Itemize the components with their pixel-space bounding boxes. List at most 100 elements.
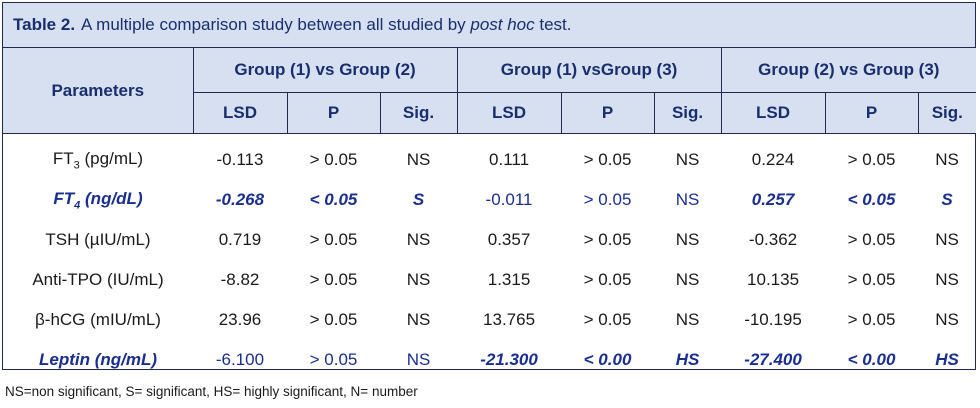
p-cell: > 0.05 [583, 190, 632, 209]
header-parameters: Parameters [3, 48, 194, 134]
p-cell: > 0.05 [309, 270, 358, 289]
header-sig: Sig. [918, 92, 977, 134]
sig-cell: NS [675, 150, 700, 169]
table-caption: Table 2. A multiple comparison study bet… [3, 3, 975, 48]
header-lsd: LSD [457, 92, 562, 134]
parameter-label: TSH (µIU/mL) [45, 230, 151, 249]
lsd-cell: -27.400 [744, 350, 802, 369]
lsd-cell: 1.315 [487, 270, 531, 289]
lsd-cell: 13.765 [483, 310, 536, 329]
header-subcols-row: LSD P Sig. LSD P Sig. LSD P Sig. [3, 92, 977, 134]
parameter-label: Leptin (ng/mL) [38, 350, 158, 369]
p-cell: > 0.05 [847, 270, 896, 289]
parameter-unit: (pg/mL) [79, 148, 144, 168]
sig-cell: NS [406, 150, 431, 169]
header-p: P [825, 92, 919, 134]
lsd-cell: -8.82 [220, 270, 260, 289]
table-row: TSH (µIU/mL) 0.719 > 0.05 NS 0.357 > 0.05 NS -0… [3, 220, 976, 260]
sig-cell: S [941, 190, 953, 209]
lsd-cell: -0.268 [215, 190, 265, 209]
header-group-1-vs-3: Group (1) vsGroup (3) [457, 48, 722, 93]
caption-italic: post hoc [470, 15, 535, 34]
p-cell: < 0.05 [847, 190, 896, 209]
lsd-cell: -6.100 [215, 350, 265, 369]
p-cell: > 0.05 [309, 150, 358, 169]
parameter-name: TSH (µIU/mL) [3, 220, 193, 260]
sig-cell: NS [406, 310, 431, 329]
header-p: P [287, 92, 381, 134]
caption-text-after: test. [534, 15, 572, 34]
p-cell: > 0.05 [583, 270, 632, 289]
p-cell: > 0.05 [309, 230, 358, 249]
header-sig: Sig. [380, 92, 458, 134]
header-group-1-vs-2: Group (1) vs Group (2) [193, 48, 458, 93]
sig-cell: NS [935, 150, 959, 169]
p-cell: > 0.05 [583, 310, 632, 329]
parameter-name: FT4 (ng/dL) [3, 180, 193, 220]
p-cell: > 0.05 [583, 150, 632, 169]
parameter-subscript: 4 [74, 199, 81, 212]
sig-cell: NS [406, 270, 431, 289]
table-row: FT3 (pg/mL) -0.113 > 0.05 NS 0.111 > 0.05 NS 0.… [3, 134, 976, 181]
p-cell: > 0.05 [847, 230, 896, 249]
sig-cell: NS [675, 310, 700, 329]
sig-cell: NS [675, 230, 700, 249]
sig-cell: NS [935, 230, 959, 249]
table-row: Leptin (ng/mL) -6.100 > 0.05 NS -21.300 < 0.0… [3, 340, 976, 380]
sig-cell: NS [406, 230, 431, 249]
lsd-cell: -0.011 [485, 190, 533, 209]
parameter-label: Anti-TPO (IU/mL) [32, 270, 164, 289]
lsd-cell: 0.357 [487, 230, 531, 249]
table-frame: Table 2. A multiple comparison study bet… [2, 2, 977, 370]
header-sig: Sig. [654, 92, 722, 134]
sig-cell: NS [675, 270, 700, 289]
comparison-table: Parameters Group (1) vs Group (2) Group … [3, 48, 977, 381]
table-row: Anti-TPO (IU/mL) -8.82 > 0.05 NS 1.315 > 0.05… [3, 260, 976, 300]
p-cell: > 0.05 [847, 150, 896, 169]
sig-cell: HS [675, 350, 700, 369]
p-cell: < 0.05 [309, 190, 358, 209]
p-cell: > 0.05 [847, 310, 896, 329]
lsd-cell: 0.224 [751, 150, 795, 169]
table-body: FT3 (pg/mL) -0.113 > 0.05 NS 0.111 > 0.05 NS 0.… [3, 134, 976, 381]
caption-text: A multiple comparison study between all … [81, 15, 571, 35]
sig-cell: NS [406, 350, 431, 369]
lsd-cell: -0.362 [748, 230, 798, 249]
lsd-cell: 0.257 [751, 190, 795, 209]
table-footnote: NS=non significant, S= significant, HS= … [5, 384, 418, 399]
lsd-cell: 0.719 [218, 230, 262, 249]
lsd-cell: 0.111 [489, 150, 530, 169]
parameter-label: FT [52, 148, 74, 168]
lsd-cell: 10.135 [747, 270, 800, 289]
parameter-label: β-hCG (mIU/mL) [35, 310, 161, 329]
p-cell: < 0.00 [847, 350, 896, 369]
sig-cell: NS [675, 190, 700, 209]
parameter-name: β-hCG (mIU/mL) [3, 300, 193, 340]
header-lsd: LSD [193, 92, 288, 134]
header-p: P [561, 92, 655, 134]
parameter-subscript: 3 [73, 159, 80, 172]
lsd-cell: -10.195 [744, 310, 802, 329]
header-group-2-vs-3: Group (2) vs Group (3) [721, 48, 977, 93]
parameter-name: FT3 (pg/mL) [3, 134, 193, 181]
lsd-cell: -0.113 [216, 150, 264, 169]
p-cell: < 0.00 [583, 350, 632, 369]
table-row: FT4 (ng/dL) -0.268 < 0.05 S -0.011 > 0.05 NS 0.… [3, 180, 976, 220]
caption-text-before: A multiple comparison study between all … [81, 15, 471, 34]
parameter-name: Leptin (ng/mL) [3, 340, 193, 380]
lsd-cell: -21.300 [480, 350, 538, 369]
sig-cell: S [412, 190, 425, 209]
lsd-cell: 23.96 [218, 310, 262, 329]
sig-cell: NS [935, 270, 959, 289]
parameter-label: FT [53, 188, 75, 208]
caption-label: Table 2. [13, 15, 76, 34]
parameter-name: Anti-TPO (IU/mL) [3, 260, 193, 300]
sig-cell: HS [935, 350, 959, 369]
table-row: β-hCG (mIU/mL) 23.96 > 0.05 NS 13.765 > 0.05 N… [3, 300, 976, 340]
sig-cell: NS [935, 310, 959, 329]
p-cell: > 0.05 [583, 230, 632, 249]
p-cell: > 0.05 [309, 350, 358, 369]
parameter-unit: (ng/dL) [80, 188, 143, 208]
header-lsd: LSD [721, 92, 826, 134]
p-cell: > 0.05 [309, 310, 358, 329]
